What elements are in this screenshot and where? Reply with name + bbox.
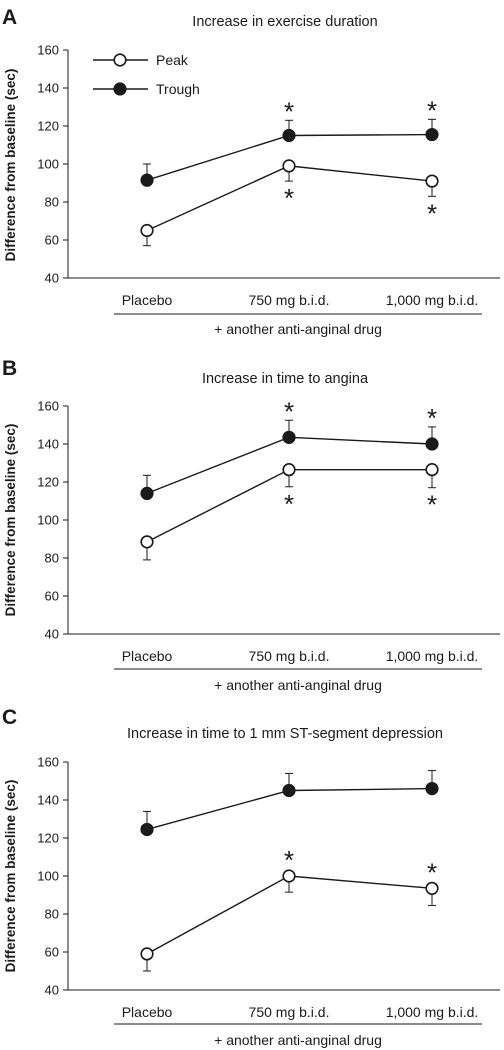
y-axis-label: Difference from baseline (sec) [3,69,18,262]
y-tick-label: 160 [37,755,59,770]
x-axis-label: + another anti-anginal drug [214,321,382,337]
y-tick-label: 100 [37,869,59,884]
data-point-peak [140,535,154,549]
y-tick-label: 80 [45,551,59,566]
legend-marker-trough [113,82,127,96]
y-tick-label: 120 [37,475,59,490]
significance-marker: * [427,857,437,887]
y-tick-label: 160 [37,43,59,58]
panel-letter: C [2,706,17,729]
data-point-trough [425,781,439,796]
data-point-trough [140,486,154,501]
y-tick-label: 100 [37,513,59,528]
significance-marker: * [427,490,437,520]
panel-letter: A [2,6,17,29]
data-point-trough [282,783,296,798]
x-category-label: 750 mg b.i.d. [249,292,330,308]
y-tick-label: 80 [45,907,59,922]
data-point-peak [282,869,296,883]
y-tick-label: 60 [45,945,59,960]
data-point-peak [140,223,154,238]
data-point-peak [425,881,439,895]
x-category-label: 750 mg b.i.d. [249,648,330,664]
data-point-trough [425,437,439,451]
y-tick-label: 60 [45,233,59,248]
significance-marker: * [427,403,437,433]
y-tick-label: 140 [37,81,59,96]
y-tick-label: 40 [45,627,59,642]
significance-marker: * [284,489,294,519]
data-point-trough [282,430,296,444]
chart-title: Increase in exercise duration [192,14,377,30]
x-category-label: Placebo [122,648,173,664]
x-category-label: 1,000 mg b.i.d. [386,648,479,664]
panel-c: C Increase in time to 1 mm ST-segment dep… [2,706,500,1048]
x-category-label: Placebo [122,1004,173,1020]
y-axis-label: Difference from baseline (sec) [3,780,18,973]
panel-b: B Increase in time to angina 40 60 80 100 120 1… [2,357,500,693]
legend: Peak Trough [93,52,200,97]
y-tick-label: 140 [37,437,59,452]
data-point-peak [140,947,154,961]
data-point-peak [425,463,439,477]
significance-marker: * [284,96,294,126]
legend-label: Peak [156,52,189,68]
x-axis-label: + another anti-anginal drug [214,677,382,693]
significance-marker: * [284,845,294,875]
data-point-trough [282,128,296,143]
data-point-peak [282,463,296,477]
y-tick-label: 40 [45,983,59,998]
x-category-label: 1,000 mg b.i.d. [386,292,479,308]
chart-title: Increase in time to angina [202,371,369,387]
y-tick-label: 100 [37,157,59,172]
y-tick-label: 120 [37,831,59,846]
chart-title: Increase in time to 1 mm ST-segment depr… [127,726,443,742]
y-tick-label: 160 [37,399,59,414]
data-point-trough [140,173,154,187]
data-point-peak [282,159,296,173]
panel-a: A Increase in exercise duration 40 60 80 100 1… [2,6,500,337]
significance-marker: * [427,198,437,228]
data-point-trough [140,822,154,837]
y-tick-label: 120 [37,119,59,134]
significance-marker: * [284,396,294,426]
y-tick-label: 40 [45,271,59,286]
y-tick-label: 80 [45,195,59,210]
x-axis-label: + another anti-anginal drug [214,1032,382,1048]
x-category-label: 750 mg b.i.d. [249,1004,330,1020]
y-axis-label: Difference from baseline (sec) [3,424,18,617]
significance-marker: * [284,183,294,213]
legend-marker-peak [113,53,127,67]
data-point-peak [425,174,439,188]
significance-marker: * [427,95,437,125]
y-tick-label: 140 [37,793,59,808]
legend-label: Trough [156,81,200,97]
x-category-label: Placebo [122,292,173,308]
panel-letter: B [2,357,17,380]
y-tick-label: 60 [45,589,59,604]
data-point-trough [425,127,439,142]
x-category-label: 1,000 mg b.i.d. [386,1004,479,1020]
